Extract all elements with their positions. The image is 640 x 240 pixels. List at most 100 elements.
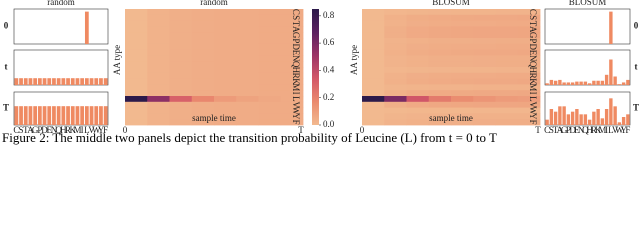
heatmap-cell <box>280 43 304 50</box>
row-category-label: L <box>528 96 538 102</box>
row-category-label: D <box>291 43 301 50</box>
row-category-label: M <box>528 83 538 91</box>
heatmap-cell <box>125 119 148 126</box>
heatmap-cell <box>191 32 215 39</box>
heatmap-cell <box>214 55 237 62</box>
x-tick-label: K <box>70 125 77 135</box>
heatmap-cell <box>125 9 148 16</box>
heatmap-cell <box>362 43 385 50</box>
x-tick-label: N <box>578 125 585 135</box>
bar <box>37 106 42 125</box>
bar <box>61 78 66 85</box>
heatmap-cell <box>280 61 304 68</box>
heatmap-cell <box>473 61 496 68</box>
heatmap-cell <box>258 101 282 108</box>
heatmap-cell <box>473 49 496 56</box>
x-tick-label: M <box>73 125 81 135</box>
heatmap-cell <box>428 20 452 27</box>
x-tick-label: 0 <box>123 125 128 135</box>
bar <box>570 82 575 85</box>
row-category-label: K <box>528 78 538 85</box>
heatmap-cell <box>191 49 215 56</box>
heatmap-cell <box>191 107 215 114</box>
bar <box>42 78 47 85</box>
heatmap-cell <box>362 55 385 62</box>
bar <box>566 82 571 85</box>
bar <box>545 119 549 125</box>
heatmap-cell <box>125 32 148 39</box>
x-tick-label: G <box>32 125 39 135</box>
bar <box>566 114 571 125</box>
heatmap-cell <box>125 26 148 33</box>
heatmap-cell <box>428 55 452 62</box>
heatmap-cell <box>406 84 430 91</box>
heatmap-cell <box>362 67 385 74</box>
heatmap-cell <box>191 72 215 79</box>
heatmap-cell <box>191 84 215 91</box>
heatmap-cell <box>280 38 304 45</box>
heatmap-cell <box>473 32 496 39</box>
heatmap-cell <box>191 26 215 33</box>
heatmap-cell <box>495 61 519 68</box>
heatmap-cell <box>280 32 304 39</box>
heatmap-cell <box>214 14 237 21</box>
heatmap-cell <box>428 78 452 85</box>
heatmap-cell <box>125 90 148 97</box>
heatmap-cell <box>258 43 282 50</box>
heatmap-cell <box>125 43 148 50</box>
heatmap-cell <box>214 113 237 120</box>
bar <box>66 78 70 85</box>
heatmap-cell <box>406 90 430 97</box>
heatmap-cell <box>384 26 407 33</box>
heatmap-cell <box>428 96 452 103</box>
bar <box>23 78 28 85</box>
heatmap-cell <box>451 9 474 16</box>
bar <box>70 78 75 85</box>
heatmap-cell <box>517 96 541 103</box>
heatmap-cell <box>384 49 407 56</box>
bar <box>609 98 613 125</box>
heatmap-cell <box>125 14 148 21</box>
row-category-label: W <box>291 106 301 115</box>
heatmap-cell <box>258 90 282 97</box>
heatmap-cell <box>406 96 430 103</box>
heatmap-cell <box>495 101 519 108</box>
heatmap-cell <box>280 78 304 85</box>
heatmap-cell <box>236 61 259 68</box>
heatmap-cell <box>258 84 282 91</box>
heatmap-cell <box>517 32 541 39</box>
heatmap-cell <box>473 96 496 103</box>
heatmap-cell <box>428 32 452 39</box>
bar <box>19 78 23 85</box>
heatmap-cell <box>169 96 193 103</box>
row-category-label: C <box>528 9 538 15</box>
row-category-label: V <box>528 101 538 108</box>
colorbar-tick-label: 0.8 <box>323 10 335 20</box>
heatmap-cell <box>428 67 452 74</box>
row-category-label: G <box>291 32 301 39</box>
heatmap-cell <box>125 67 148 74</box>
heatmap-cell <box>362 101 385 108</box>
bar <box>33 78 38 85</box>
heatmap-cell <box>384 61 407 68</box>
row-category-label: N <box>528 55 538 62</box>
bar <box>14 78 19 85</box>
heatmap-cell <box>258 72 282 79</box>
heatmap-cell <box>169 78 193 85</box>
heatmap-cell <box>473 90 496 97</box>
heatmap-cell <box>362 78 385 85</box>
heatmap-cell <box>236 32 259 39</box>
heatmap-cell <box>258 67 282 74</box>
bar <box>84 11 89 44</box>
bar <box>562 106 566 125</box>
heatmap-cell <box>473 107 496 114</box>
bar <box>84 78 89 85</box>
row-category-label: I <box>528 92 538 95</box>
heatmap-cell <box>362 38 385 45</box>
row-category-label: E <box>528 50 538 56</box>
heatmap-cell <box>214 38 237 45</box>
heatmap-cell <box>384 72 407 79</box>
heatmap-cell <box>362 61 385 68</box>
row-category-label: P <box>528 38 538 43</box>
heatmap-cell <box>384 96 407 103</box>
